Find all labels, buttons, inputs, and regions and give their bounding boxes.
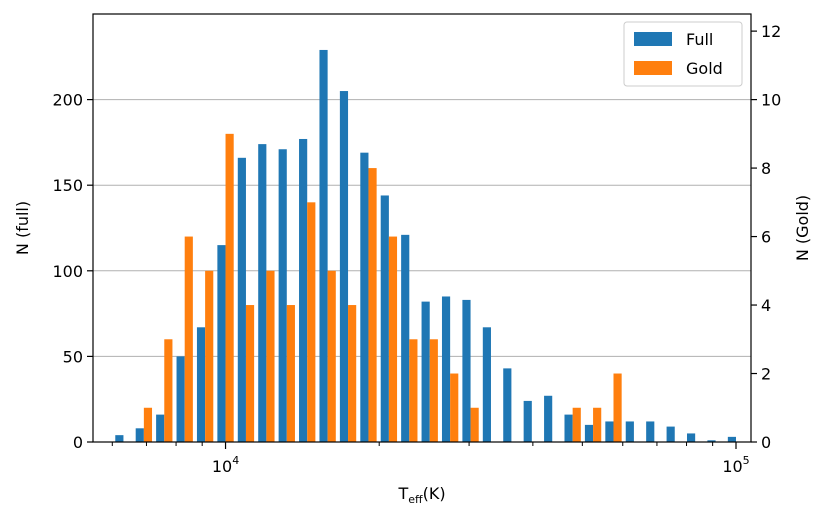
y-axis-left: 0 50 100 150 200 [52,91,93,452]
y-right-tick-label: 4 [761,296,771,315]
bar-gold-7 [266,270,275,442]
bar-gold-1 [143,407,153,442]
bar-gold-22 [572,407,581,442]
legend-box [623,21,743,87]
bar-full-21 [544,395,553,442]
legend-swatch-gold [634,61,672,75]
legend-label-full: Full [686,30,713,49]
bar-gold-9 [307,202,316,442]
x-tick-label-base: 10 [722,457,742,476]
x-tick-label-base: 10 [212,457,232,476]
bar-full-27 [666,426,675,442]
plot-frame [92,13,752,443]
y-axis-left-label: N (full) [13,201,32,255]
bar-gold-3 [184,236,193,442]
y-left-tick-label: 150 [52,176,83,195]
legend-label-gold: Gold [686,59,723,78]
bar-gold-8 [286,305,295,442]
legend: Full Gold [623,21,743,87]
x-axis-label-unit: (K) [423,484,446,503]
bar-gold-23 [593,407,602,442]
x-tick-label-exponent: 4 [232,454,239,467]
x-axis-label-subscript: eff [408,493,423,506]
bar-full-15 [421,301,430,442]
bar-full-17 [462,299,471,442]
bar-full-6 [237,157,246,443]
y-axis-right: 0 2 4 6 8 10 12 [751,22,781,452]
bar-full-2 [156,414,165,442]
bar-full-28 [686,433,696,442]
bar-full-12 [360,152,369,442]
bar-full-5 [217,245,226,442]
bar-gold-13 [388,236,398,442]
bar-full-0 [115,435,124,442]
bar-full-7 [258,144,267,442]
bar-gold-16 [450,373,459,442]
y-left-tick-label: 100 [52,262,83,281]
y-right-tick-label: 10 [761,91,781,110]
bar-gold-11 [348,305,357,442]
bar-gold-5 [225,133,234,442]
x-tick-label: 105 [722,454,749,476]
bar-gold-14 [409,339,418,442]
bar-full-25 [625,421,634,442]
x-axis-label-main: T [397,484,408,503]
bar-gold-24 [613,373,622,442]
bar-gold-17 [470,407,479,442]
x-axis-label: Teff(K) [397,484,445,506]
y-right-tick-label: 0 [761,433,771,452]
bar-full-20 [523,400,532,442]
x-tick-label-exponent: 5 [743,454,750,467]
y-axis-right-label: N (Gold) [793,195,812,261]
y-left-tick-label: 0 [73,433,83,452]
bar-gold-4 [205,270,214,442]
bar-full-19 [503,368,512,442]
bar-full-4 [196,327,206,442]
bar-full-8 [278,149,287,443]
y-left-tick-label: 50 [63,347,83,366]
y-right-tick-label: 2 [761,365,771,384]
y-right-tick-label: 12 [761,22,781,41]
bar-full-1 [135,428,144,442]
bar-full-24 [605,421,614,442]
y-right-tick-label: 6 [761,228,771,247]
bar-full-30 [727,436,737,442]
bar-full-16 [441,296,451,442]
bar-gold-2 [164,339,173,442]
bar-full-3 [176,356,185,442]
y-right-tick-label: 8 [761,159,771,178]
x-axis: 104 105 [111,442,750,476]
bar-gold-12 [368,168,377,442]
bar-gold-10 [327,270,336,442]
x-tick-label: 104 [212,454,239,476]
bar-full-26 [646,421,655,442]
bar-full-18 [482,327,491,442]
legend-swatch-full [634,32,672,46]
bar-full-22 [564,414,573,442]
bar-full-10 [319,49,328,443]
bar-gold-15 [429,339,438,442]
bar-full-11 [339,91,349,442]
bar-full-23 [584,424,594,442]
y-left-tick-label: 200 [52,91,83,110]
bar-full-14 [401,234,410,442]
bar-full-29 [707,440,716,442]
bars [115,49,737,443]
bar-gold-6 [245,305,255,442]
bar-full-9 [299,138,308,442]
bar-full-13 [380,195,389,442]
